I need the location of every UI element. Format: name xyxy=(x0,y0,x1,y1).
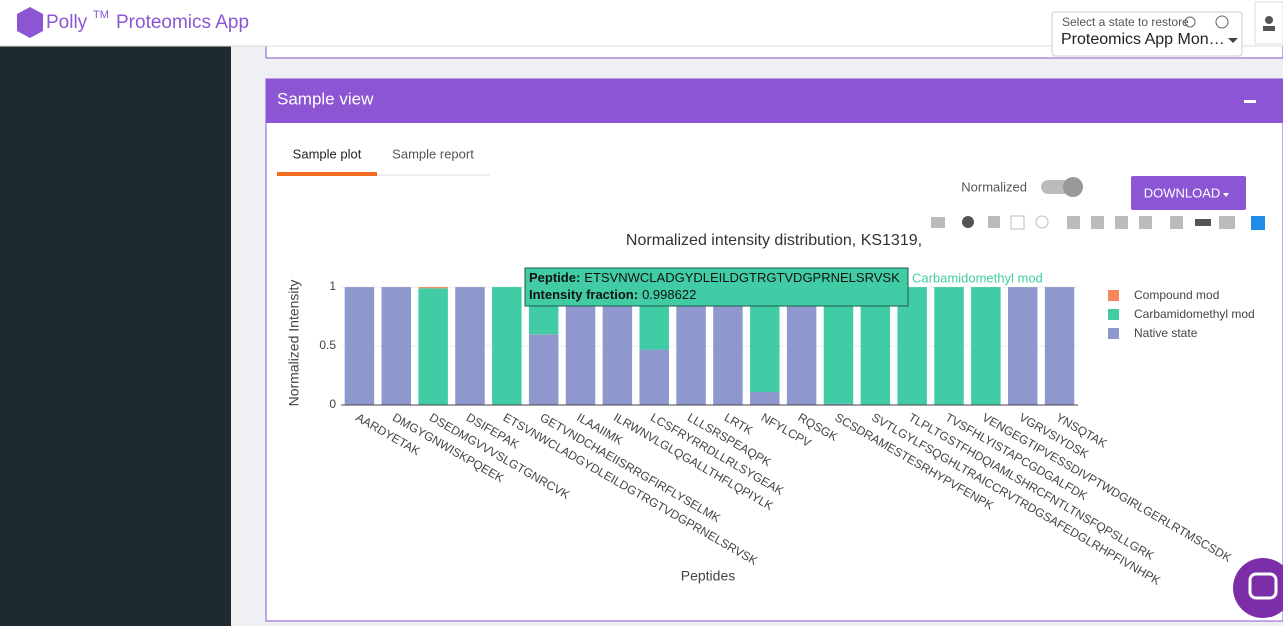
collapse-button[interactable] xyxy=(1244,100,1256,103)
modebar-button[interactable] xyxy=(1251,216,1265,230)
y-tick-label: 0 xyxy=(329,397,336,411)
bar-segment xyxy=(381,287,412,405)
legend-swatch xyxy=(1108,309,1119,320)
bar-segment xyxy=(492,287,522,405)
modebar-button[interactable] xyxy=(1219,216,1235,229)
modebar-button[interactable] xyxy=(1139,216,1152,229)
legend-label: Compound mod xyxy=(1134,288,1219,302)
y-tick-label: 1 xyxy=(329,279,336,293)
sidebar xyxy=(0,46,231,626)
panel-title: Sample view xyxy=(277,89,374,108)
user-icon xyxy=(1265,16,1273,24)
modebar xyxy=(931,215,1265,230)
bar-segment xyxy=(1044,287,1075,405)
bar-segment xyxy=(602,287,633,405)
history-icon[interactable] xyxy=(1184,16,1196,28)
chat-icon xyxy=(1248,572,1278,600)
modebar-button[interactable] xyxy=(1035,215,1049,229)
tooltip-key: Peptide: xyxy=(529,270,580,285)
modebar-button[interactable] xyxy=(1091,216,1104,229)
chart-title: Normalized intensity distribution, KS131… xyxy=(626,232,922,249)
tooltip-value: ETSVNWCLADGYDLEILDGTRGTVDGPRNELSRVSK xyxy=(584,270,900,285)
bar-segment xyxy=(713,287,743,405)
state-label: Select a state to restore xyxy=(1062,15,1189,29)
modebar-button[interactable] xyxy=(1195,219,1211,226)
legend-label: Carbamidomethyl mod xyxy=(1134,307,1255,321)
modebar-button[interactable] xyxy=(1067,216,1080,229)
brand: Polly xyxy=(46,12,88,33)
active-tab-indicator xyxy=(277,172,377,176)
bar-segment xyxy=(823,287,854,404)
trademark: TM xyxy=(93,9,109,21)
legend-swatch xyxy=(1108,290,1119,301)
toggle-knob[interactable] xyxy=(1063,177,1083,197)
bar-segment xyxy=(786,287,817,405)
modebar-button[interactable] xyxy=(1010,215,1025,230)
tooltip-key: Intensity fraction: xyxy=(529,287,638,302)
bar-segment xyxy=(1007,287,1038,405)
bar-segment xyxy=(565,287,596,405)
bar-segment xyxy=(528,334,559,405)
modebar-button[interactable] xyxy=(1170,216,1183,229)
tooltip-line: Peptide: ETSVNWCLADGYDLEILDGTRGTVDGPRNELS… xyxy=(529,270,900,285)
y-tick-label: 0.5 xyxy=(319,338,336,352)
bar-segment xyxy=(676,287,706,405)
legend-swatch xyxy=(1108,328,1119,339)
bar-segment xyxy=(344,287,375,405)
modebar-button[interactable] xyxy=(1115,216,1128,229)
logo xyxy=(17,7,43,38)
bar-segment xyxy=(934,287,964,405)
download-label: DOWNLOAD xyxy=(1144,185,1221,200)
bar-segment xyxy=(418,288,448,405)
y-axis-title: Normalized Intensity xyxy=(286,280,302,407)
tooltip-box xyxy=(524,267,909,307)
bar-segment xyxy=(897,287,927,405)
bar-segment xyxy=(823,403,854,405)
download-button[interactable] xyxy=(1131,176,1246,210)
bar-segment xyxy=(639,349,669,405)
app-name: Proteomics App xyxy=(116,12,249,33)
toggle-label: Normalized xyxy=(961,179,1027,194)
bar-segment xyxy=(455,287,485,405)
modebar-button[interactable] xyxy=(962,216,974,228)
modebar-button[interactable] xyxy=(988,216,1000,228)
bar-segment xyxy=(971,287,1001,405)
tooltip-series: Carbamidomethyl mod xyxy=(912,270,1043,285)
x-axis-title: Peptides xyxy=(681,568,735,584)
user-icon-body xyxy=(1263,26,1275,31)
legend-label: Native state xyxy=(1134,326,1198,340)
tab[interactable]: Sample plot xyxy=(293,146,362,161)
bar-segment xyxy=(750,392,780,405)
bar-segment xyxy=(860,287,891,405)
panel-header xyxy=(266,79,1283,123)
info-icon[interactable] xyxy=(1215,15,1229,29)
modebar-button[interactable] xyxy=(931,217,945,228)
tooltip-line: Intensity fraction: 0.998622 xyxy=(529,287,696,302)
tab[interactable]: Sample report xyxy=(392,146,474,161)
bar-segment xyxy=(418,287,448,289)
select-caret xyxy=(1228,38,1238,43)
tooltip-value: 0.998622 xyxy=(642,287,696,302)
download-caret xyxy=(1223,193,1229,197)
state-value: Proteomics App Mon… xyxy=(1061,31,1225,48)
